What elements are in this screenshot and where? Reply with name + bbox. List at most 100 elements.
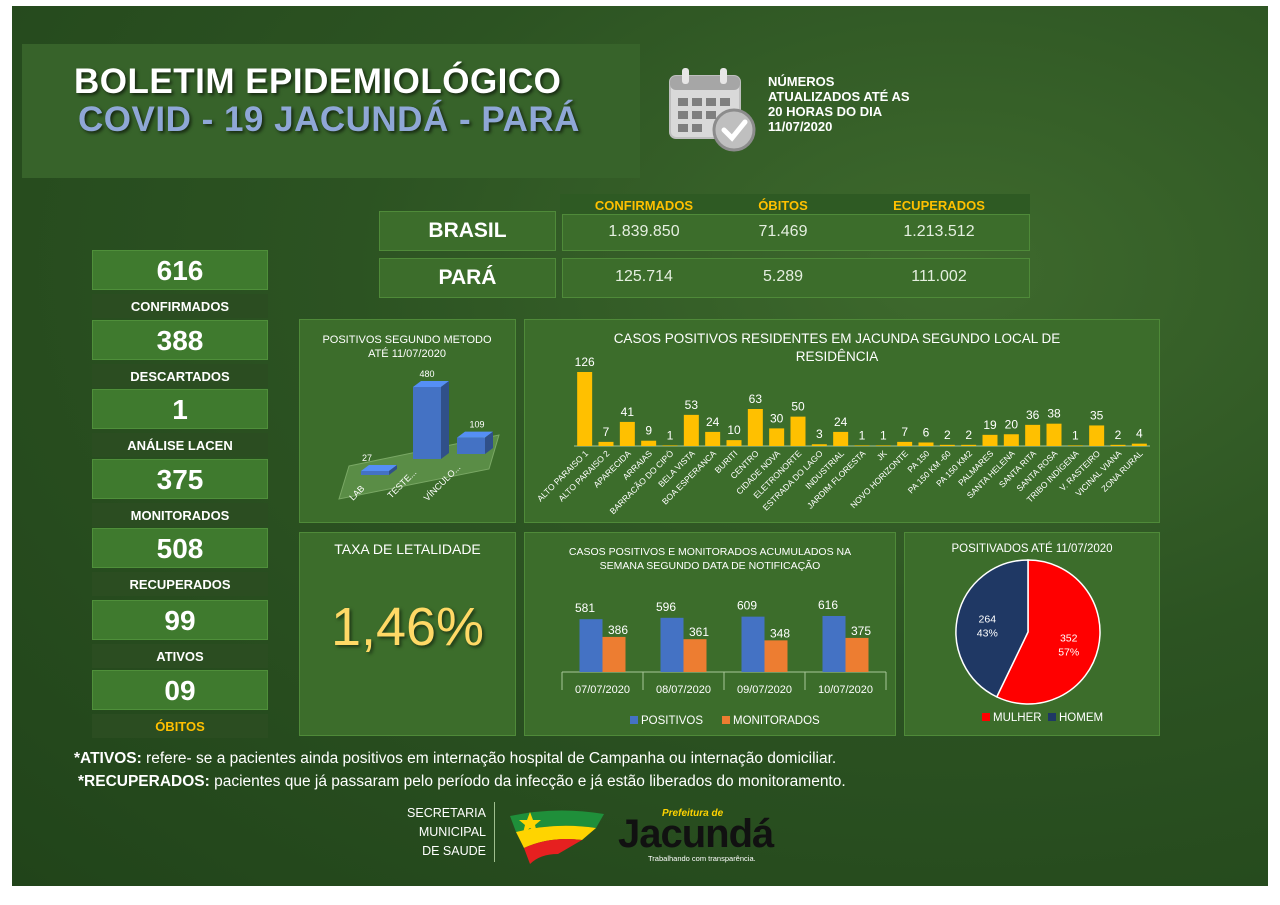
neighborhood-value-label: 41 [621,405,635,419]
para-obitos: 5.289 [762,268,804,285]
neighborhood-value-label: 4 [1136,427,1143,441]
method-bar [413,387,441,459]
method-bar-side [389,464,397,475]
stat-recuperados-value: 508 [92,528,268,568]
stat-lacen-value: 1 [92,389,268,429]
stat-confirmados-label: CONFIRMADOS [92,294,268,318]
weekly-category-label: 07/07/2020 [575,684,630,696]
method-bar-top [413,381,449,387]
neighborhood-value-label: 38 [1047,407,1061,421]
neighborhood-value-label: 20 [1005,417,1019,431]
neighborhood-value-label: 2 [944,428,951,442]
neighborhood-chart-panel [524,319,1160,523]
weekly-value-label: 375 [851,624,871,638]
neighborhood-bar [918,442,934,446]
neighborhood-bar [641,440,657,446]
lethality-title: TAXA DE LETALIDADE [334,541,481,557]
brasil-obitos: 71.469 [758,223,808,240]
weekly-bar-positivos [741,616,765,672]
sex-chart-title: POSITIVADOS ATÉ 11/07/2020 [951,543,1113,555]
neighborhood-bar [982,434,998,446]
bulletin-canvas: BOLETIM EPIDEMIOLÓGICO COVID - 19 JACUND… [12,6,1268,886]
stat-recuperados-label: RECUPERADOS [92,572,268,596]
pie-percent-label: 43% [977,628,998,640]
neighborhood-value-label: 1 [667,428,674,442]
row-para-values [562,258,1030,298]
neighborhood-chart-title: CASOS POSITIVOS RESIDENTES EM JACUNDA SE… [613,331,1061,364]
neighborhood-bar [619,421,635,446]
page-title: BOLETIM EPIDEMIOLÓGICO [74,62,562,101]
neighborhood-bar [1067,445,1083,446]
weekly-legend-swatch [630,716,638,724]
neighborhood-category-label: JK [875,448,889,462]
neighborhood-value-label: 24 [706,415,720,429]
method-chart: 27LAB480TESTE...109VÍNCULO... [338,369,500,503]
weekly-chart-title: CASOS POSITIVOS E MONITORADOS ACUMULADOS… [568,546,852,572]
neighborhood-bar [747,409,763,446]
neighborhood-bar [875,445,891,446]
pie-legend-swatch [1048,713,1056,721]
weekly-bar-monitorados [764,640,788,672]
method-bar-top [457,431,493,438]
col-confirmados: CONFIRMADOS [594,198,694,213]
stat-descartados-label: DESCARTADOS [92,364,268,388]
weekly-value-label: 596 [656,600,676,614]
neighborhood-bar [1046,423,1062,446]
neighborhood-bar [1003,434,1019,446]
logo-jacunda: Jacundá [618,812,774,856]
weekly-chart: 581 386 07/07/2020 596 361 08/07/2020 609 348 09… [561,598,887,727]
method-bar-side [485,431,493,454]
stat-descartados-value: 388 [92,320,268,360]
pie-legend-label: HOMEM [1059,712,1103,724]
sex-pie-chart: 352 57% 264 43% MULHER HOMEM [955,559,1103,724]
method-value-label: 27 [362,453,372,463]
footnote-ativos: *ATIVOS: refere- se a pacientes ainda po… [74,750,837,767]
para-recuperados: 111.002 [911,268,967,285]
stat-obitos-value: 09 [92,670,268,710]
weekly-category-label: 10/07/2020 [818,684,873,696]
pie-slice-homem [955,559,1029,698]
weekly-bar-positivos [660,617,684,672]
stat-ativos-value: 99 [92,600,268,640]
row-brasil-name: BRASIL [379,211,556,251]
method-value-label: 480 [419,369,434,379]
neighborhood-value-label: 53 [685,398,699,412]
method-value-label: 109 [469,420,484,430]
pie-legend-label: MULHER [993,712,1042,724]
title-box [22,44,640,178]
stat-lacen-label: ANÁLISE LACEN [92,433,268,457]
col-obitos: ÓBITOS [758,198,808,213]
neighborhood-value-label: 6 [923,425,930,439]
neighborhood-value-label: 126 [575,355,595,369]
neighborhood-bar [577,372,593,446]
stat-obitos-label: ÓBITOS [92,714,268,738]
weekly-value-label: 616 [818,598,838,612]
neighborhood-value-label: 7 [901,425,908,439]
row-para-name: PARÁ [379,258,556,298]
pie-slice-mulher [995,559,1101,705]
neighborhood-bar [897,441,913,446]
neighborhood-bar [961,444,977,446]
neighborhood-value-label: 10 [727,423,741,437]
neighborhood-bar [939,444,955,446]
brasil-recuperados: 1.213.512 [903,223,975,240]
weekly-value-label: 609 [737,599,757,613]
method-bar [457,437,485,454]
weekly-legend-swatch [722,716,730,724]
weekly-value-label: 348 [770,626,790,640]
logo-prefeitura: Prefeitura de [662,808,724,819]
weekly-value-label: 386 [608,623,628,637]
neighborhood-bar [790,416,806,446]
flag-logo-icon [510,810,604,864]
neighborhood-value-label: 36 [1026,408,1040,422]
footer-divider [494,802,495,862]
neighborhood-value-label: 35 [1090,408,1104,422]
stat-ativos-label: ATIVOS [92,644,268,668]
neighborhood-value-label: 1 [859,428,866,442]
weekly-bar-monitorados [845,637,869,672]
weekly-value-label: 361 [689,625,709,639]
neighborhood-value-label: 50 [791,400,805,414]
neighborhood-bar [854,445,870,446]
neighborhood-value-label: 24 [834,415,848,429]
